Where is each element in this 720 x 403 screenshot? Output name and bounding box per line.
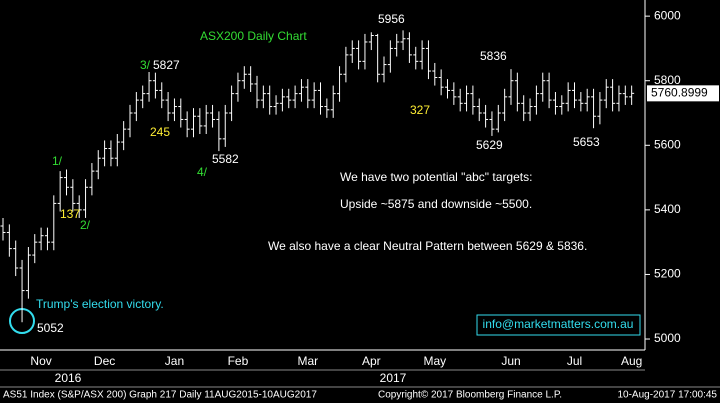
last-price: 5760.8999 bbox=[651, 86, 708, 100]
annotation: 327 bbox=[410, 103, 430, 117]
x-tick-label: Jan bbox=[165, 354, 184, 368]
annotation: 137 bbox=[60, 207, 80, 221]
y-tick-label: 5000 bbox=[654, 331, 681, 345]
y-tick-label: 5400 bbox=[654, 202, 681, 216]
annotation: 5052 bbox=[37, 321, 64, 335]
contact: info@marketmatters.com.au bbox=[483, 317, 634, 331]
x-tick-label: Apr bbox=[362, 354, 381, 368]
y-tick-label: 5800 bbox=[654, 73, 681, 87]
annotation: 5827 bbox=[153, 58, 180, 72]
annotation: 5582 bbox=[212, 152, 239, 166]
footer-center: Copyright© 2017 Bloomberg Finance L.P. bbox=[378, 390, 562, 401]
annotation: We also have a clear Neutral Pattern bet… bbox=[268, 239, 587, 253]
y-tick-label: 5200 bbox=[654, 267, 681, 281]
year-label: 2016 bbox=[55, 371, 82, 385]
x-tick-label: Mar bbox=[297, 354, 318, 368]
last-price-box bbox=[647, 85, 719, 102]
y-tick-label: 6000 bbox=[654, 8, 681, 22]
annotation: 2/ bbox=[80, 218, 91, 232]
annotation: 5629 bbox=[476, 138, 503, 152]
x-tick-label: May bbox=[423, 354, 446, 368]
annotation: 245 bbox=[150, 125, 170, 139]
x-tick-label: Jul bbox=[567, 354, 582, 368]
annotation: 5956 bbox=[378, 12, 405, 26]
x-tick-label: Aug bbox=[621, 354, 642, 368]
y-tick-label: 5600 bbox=[654, 137, 681, 151]
x-tick-label: Feb bbox=[228, 354, 249, 368]
x-tick-label: Dec bbox=[94, 354, 115, 368]
footer-right: 10-Aug-2017 17:00:45 bbox=[617, 390, 717, 401]
annotation: We have two potential "abc" targets: bbox=[340, 170, 532, 184]
annotation: 5836 bbox=[480, 49, 507, 63]
annotation: 5653 bbox=[573, 135, 600, 149]
annotation: 4/ bbox=[197, 165, 208, 179]
footer-left: AS51 Index (S&P/ASX 200) Graph 217 Daily… bbox=[3, 390, 317, 401]
x-tick-label: Nov bbox=[30, 354, 51, 368]
annotation: 3/ bbox=[140, 58, 151, 72]
year-label: 2017 bbox=[380, 371, 407, 385]
annotation: ASX200 Daily Chart bbox=[200, 29, 307, 43]
contact-box bbox=[476, 314, 641, 336]
annotation: Upside ~5875 and downside ~5500. bbox=[340, 197, 532, 211]
annotation: 1/ bbox=[52, 154, 63, 168]
annotation: Trump's election victory. bbox=[36, 297, 164, 311]
x-tick-label: Jun bbox=[501, 354, 520, 368]
